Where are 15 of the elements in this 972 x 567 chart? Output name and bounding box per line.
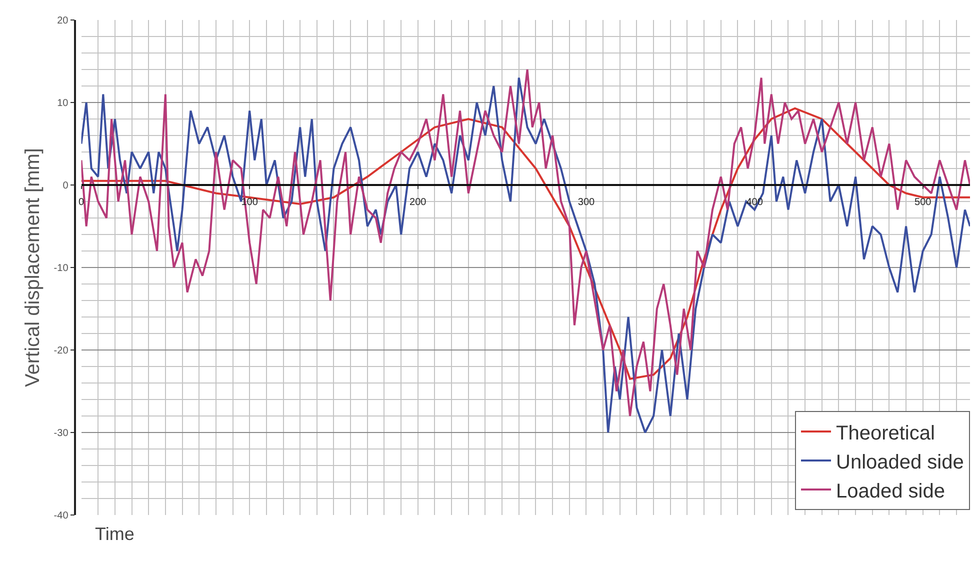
x-axis-title: Time xyxy=(95,524,134,544)
y-tick-label: -40 xyxy=(54,510,69,522)
y-tick-label: -30 xyxy=(54,428,69,439)
y-tick-label: 0 xyxy=(62,180,69,192)
legend-label: Unloaded side xyxy=(836,451,964,474)
y-tick-label: 20 xyxy=(57,16,69,26)
y-tick-label: -20 xyxy=(54,346,69,356)
x-tick-label: 300 xyxy=(578,196,596,208)
y-tick-label: 10 xyxy=(57,98,69,109)
y-axis-title: Vertical displacement [mm] xyxy=(22,148,44,387)
legend-label: Loaded side xyxy=(836,480,945,502)
legend-label: Theoretical xyxy=(836,422,935,444)
y-tick-label: -10 xyxy=(54,263,69,274)
x-tick-label: 200 xyxy=(410,196,427,208)
x-tick-label: 500 xyxy=(914,196,932,208)
